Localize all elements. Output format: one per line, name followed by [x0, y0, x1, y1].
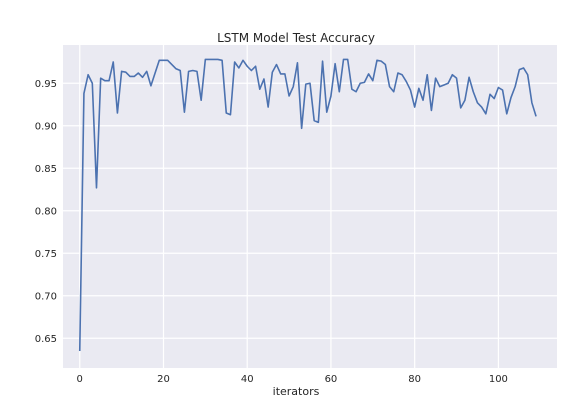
accuracy-series-line — [78, 58, 537, 352]
y-tick-label: 0.85 — [35, 164, 57, 175]
x-tick-label: 20 — [157, 374, 170, 385]
y-tick-label: 0.80 — [35, 206, 57, 217]
plot-background — [63, 45, 557, 368]
y-tick-label: 0.75 — [35, 249, 57, 260]
y-tick-labels: 0.65 0.70 0.75 0.80 0.85 0.90 0.95 — [35, 79, 57, 345]
y-tick-label: 0.65 — [35, 334, 57, 345]
x-tick-label: 0 — [77, 374, 83, 385]
x-tick-labels: 0 20 40 60 80 100 — [77, 374, 508, 385]
chart-title: LSTM Model Test Accuracy — [217, 31, 375, 45]
y-gridlines — [63, 82, 557, 339]
x-tick-label: 80 — [408, 374, 421, 385]
x-tick-label: 100 — [489, 374, 508, 385]
x-axis-label: iterators — [273, 385, 320, 398]
y-tick-label: 0.95 — [35, 79, 57, 90]
y-tick-label: 0.70 — [35, 291, 57, 302]
data-points — [79, 59, 537, 352]
x-tick-label: 60 — [325, 374, 338, 385]
x-tick-label: 40 — [241, 374, 254, 385]
y-tick-label: 0.90 — [35, 121, 57, 132]
